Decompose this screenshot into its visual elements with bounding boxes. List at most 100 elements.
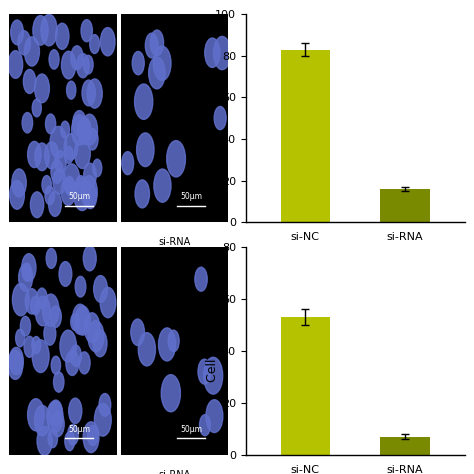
Circle shape	[87, 128, 98, 150]
Circle shape	[71, 313, 79, 330]
Circle shape	[73, 110, 86, 137]
Circle shape	[94, 275, 108, 302]
Circle shape	[82, 114, 98, 145]
Circle shape	[79, 117, 90, 138]
Circle shape	[75, 176, 86, 196]
Circle shape	[99, 393, 111, 416]
Bar	[380, 189, 430, 222]
Circle shape	[9, 347, 23, 375]
Circle shape	[90, 35, 100, 54]
Circle shape	[32, 337, 41, 354]
Circle shape	[65, 176, 74, 195]
Circle shape	[9, 51, 23, 78]
Circle shape	[205, 38, 220, 67]
Circle shape	[81, 19, 92, 42]
Circle shape	[167, 141, 185, 177]
Circle shape	[65, 432, 74, 451]
Circle shape	[55, 23, 69, 49]
Circle shape	[60, 330, 76, 362]
Circle shape	[64, 164, 80, 196]
Circle shape	[73, 178, 91, 210]
Circle shape	[11, 20, 23, 45]
Circle shape	[214, 107, 226, 130]
Text: 50μm: 50μm	[68, 192, 91, 201]
Circle shape	[122, 152, 134, 174]
Circle shape	[77, 54, 89, 78]
Circle shape	[154, 169, 171, 202]
Circle shape	[24, 336, 35, 357]
Circle shape	[83, 246, 96, 271]
Circle shape	[154, 46, 171, 81]
Circle shape	[20, 316, 30, 336]
Circle shape	[72, 115, 87, 145]
Circle shape	[214, 36, 231, 70]
Circle shape	[94, 403, 111, 436]
Circle shape	[93, 330, 107, 357]
Text: 50μm: 50μm	[68, 425, 91, 434]
Circle shape	[32, 340, 49, 373]
Circle shape	[43, 294, 59, 326]
Circle shape	[54, 372, 64, 392]
Circle shape	[84, 313, 100, 343]
Circle shape	[88, 321, 104, 352]
Circle shape	[146, 33, 158, 58]
Bar	[380, 437, 430, 455]
Circle shape	[48, 429, 57, 447]
Circle shape	[48, 191, 61, 217]
Circle shape	[41, 14, 57, 46]
Circle shape	[132, 52, 144, 75]
Circle shape	[59, 262, 72, 286]
Circle shape	[44, 322, 56, 345]
Circle shape	[168, 330, 179, 352]
Circle shape	[22, 254, 36, 282]
Circle shape	[83, 55, 93, 74]
Circle shape	[66, 81, 76, 99]
Circle shape	[75, 306, 90, 335]
Circle shape	[81, 176, 97, 208]
Circle shape	[36, 288, 47, 309]
Circle shape	[195, 267, 207, 291]
Circle shape	[73, 304, 88, 334]
Circle shape	[83, 422, 99, 453]
Circle shape	[22, 112, 33, 133]
Circle shape	[24, 37, 39, 66]
Circle shape	[51, 411, 64, 437]
Circle shape	[46, 114, 56, 134]
Circle shape	[32, 99, 41, 117]
Circle shape	[135, 180, 149, 208]
Circle shape	[150, 30, 164, 55]
Text: 50μm: 50μm	[180, 192, 202, 201]
Circle shape	[69, 398, 82, 424]
Circle shape	[51, 160, 63, 183]
Circle shape	[45, 142, 59, 169]
Circle shape	[35, 296, 50, 326]
Circle shape	[131, 319, 145, 346]
Circle shape	[18, 31, 30, 55]
Circle shape	[18, 264, 33, 291]
Circle shape	[62, 51, 76, 79]
Circle shape	[198, 359, 211, 384]
Circle shape	[206, 400, 223, 433]
Circle shape	[53, 169, 66, 194]
Circle shape	[71, 46, 83, 70]
Y-axis label: Cell count: Cell count	[206, 319, 219, 383]
Circle shape	[49, 50, 59, 69]
Circle shape	[204, 357, 223, 394]
Circle shape	[84, 184, 97, 209]
Bar	[281, 50, 330, 222]
Y-axis label: Cell count: Cell count	[199, 87, 212, 150]
Circle shape	[35, 405, 50, 436]
Circle shape	[100, 27, 115, 56]
Circle shape	[37, 426, 52, 456]
Circle shape	[50, 127, 66, 158]
Circle shape	[22, 263, 31, 281]
Circle shape	[27, 141, 41, 168]
Circle shape	[66, 350, 79, 375]
Bar	[281, 317, 330, 455]
Circle shape	[77, 118, 91, 145]
Circle shape	[88, 426, 98, 446]
Circle shape	[12, 283, 29, 316]
Circle shape	[84, 163, 96, 188]
Circle shape	[12, 169, 26, 197]
Circle shape	[31, 296, 40, 315]
